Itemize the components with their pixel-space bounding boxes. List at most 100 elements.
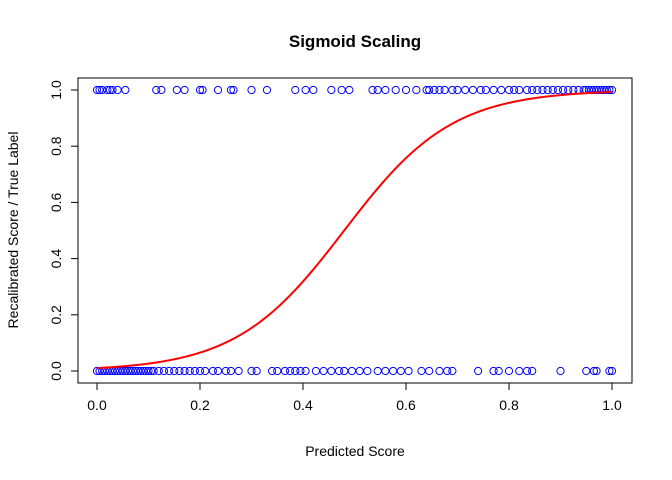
y-tick-label: 0.8 xyxy=(48,136,64,156)
data-point xyxy=(381,366,390,376)
data-point xyxy=(412,85,421,95)
data-point xyxy=(92,85,102,95)
data-point xyxy=(131,366,140,376)
data-point xyxy=(497,85,506,95)
data-point xyxy=(226,85,235,95)
data-point xyxy=(474,366,483,376)
data-point xyxy=(108,85,117,95)
data-point xyxy=(113,85,122,95)
data-point xyxy=(296,366,305,376)
data-point xyxy=(229,85,238,95)
data-point xyxy=(327,85,336,95)
data-point xyxy=(301,85,310,95)
data-point xyxy=(404,366,413,376)
data-point xyxy=(461,85,470,95)
data-point xyxy=(126,366,135,376)
data-point xyxy=(435,366,444,376)
data-point xyxy=(425,366,434,376)
data-point xyxy=(538,85,547,95)
data-point xyxy=(435,85,444,95)
data-point xyxy=(504,366,514,376)
data-point xyxy=(170,366,179,376)
data-point xyxy=(489,366,498,376)
data-point xyxy=(373,366,382,376)
data-point xyxy=(607,85,617,95)
data-point xyxy=(149,366,158,376)
plot-area: 0.0 0.2 0.4 0.6 0.8 1.0 0.0 0.2 0.4 0.6 0.8 1.0 xyxy=(48,77,633,413)
data-point xyxy=(597,85,606,95)
data-point xyxy=(347,366,357,376)
data-point xyxy=(401,85,411,95)
data-point xyxy=(159,366,169,376)
data-point xyxy=(494,366,503,376)
data-point xyxy=(213,366,223,376)
data-point xyxy=(195,366,205,376)
y-tick-label: 0.6 xyxy=(48,192,64,212)
data-point xyxy=(141,366,151,376)
data-point xyxy=(391,85,400,95)
data-point xyxy=(180,366,189,376)
data-point xyxy=(443,366,452,376)
data-point xyxy=(510,85,519,95)
data-point xyxy=(105,85,114,95)
data-point xyxy=(286,366,295,376)
data-point xyxy=(533,85,542,95)
data-point xyxy=(221,366,230,376)
data-point xyxy=(301,366,310,376)
data-point xyxy=(553,85,563,95)
data-point xyxy=(440,85,449,95)
data-point xyxy=(195,85,205,95)
data-point xyxy=(291,85,300,95)
data-point xyxy=(273,366,282,376)
data-point xyxy=(252,366,261,376)
data-point xyxy=(448,366,457,376)
data-point xyxy=(118,366,127,376)
data-point xyxy=(128,366,138,376)
y-tick-label: 0.4 xyxy=(48,249,64,269)
data-point xyxy=(528,366,537,376)
data-point xyxy=(234,366,243,376)
data-point xyxy=(515,85,524,95)
data-point xyxy=(337,85,346,95)
data-point xyxy=(468,85,478,95)
data-point xyxy=(121,85,130,95)
data-point xyxy=(144,366,153,376)
data-point xyxy=(607,366,617,376)
data-point xyxy=(602,85,611,95)
data-point xyxy=(548,85,557,95)
data-point xyxy=(268,366,277,376)
data-point xyxy=(481,85,490,95)
x-tick-label: 1.0 xyxy=(602,397,622,413)
y-tick-label: 0.2 xyxy=(48,305,64,325)
data-point xyxy=(595,85,604,95)
data-point xyxy=(373,85,382,95)
x-tick-label: 0.6 xyxy=(396,397,416,413)
data-point xyxy=(582,366,591,376)
data-point xyxy=(355,366,364,376)
data-point xyxy=(154,366,163,376)
data-point xyxy=(430,85,439,95)
data-point xyxy=(262,85,272,95)
data-point xyxy=(165,366,174,376)
data-point xyxy=(157,85,166,95)
data-point xyxy=(522,366,532,376)
chart-title: Sigmoid Scaling xyxy=(289,32,421,51)
data-point xyxy=(528,85,537,95)
data-point xyxy=(476,85,485,95)
data-point xyxy=(123,366,133,376)
data-point xyxy=(600,85,609,95)
data-point xyxy=(136,366,145,376)
data-point xyxy=(558,85,568,95)
data-point xyxy=(453,85,462,95)
data-point xyxy=(363,366,372,376)
data-point xyxy=(198,85,207,95)
data-point xyxy=(95,85,104,95)
data-point xyxy=(381,85,390,95)
data-point xyxy=(396,366,405,376)
data-point xyxy=(309,85,318,95)
data-point xyxy=(98,85,107,95)
data-point xyxy=(417,366,426,376)
data-point xyxy=(425,85,434,95)
